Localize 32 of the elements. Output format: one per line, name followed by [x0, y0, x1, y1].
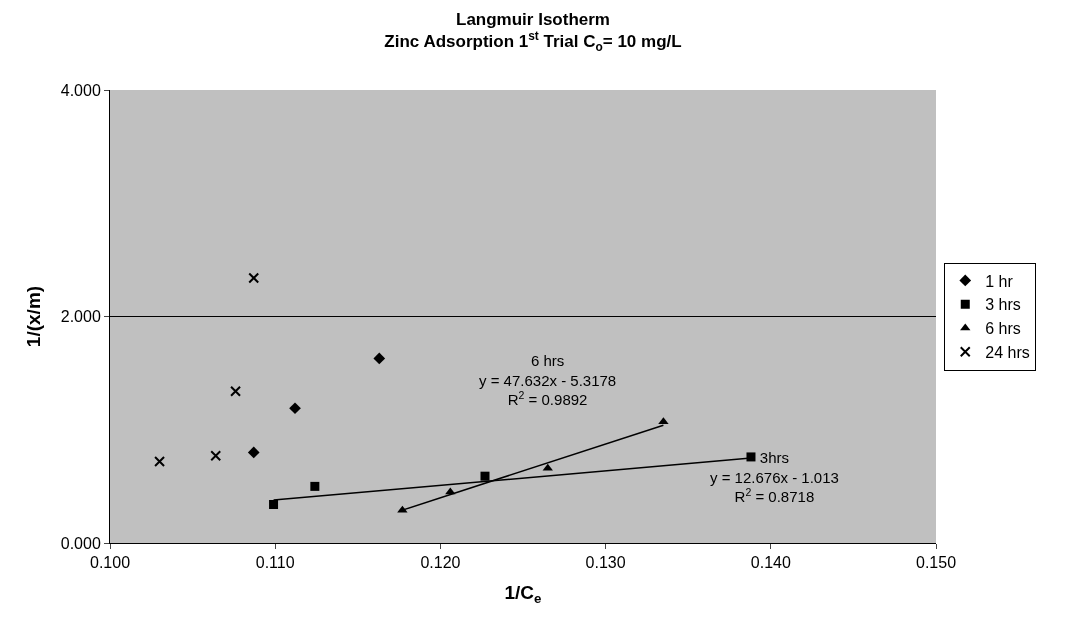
- point: [289, 402, 301, 415]
- x-tick-label: 0.120: [420, 554, 461, 572]
- point: [269, 500, 279, 509]
- x-tick-label: 0.130: [585, 554, 626, 572]
- point: [230, 385, 242, 397]
- x-tick-label: 0.100: [89, 554, 131, 572]
- point: [746, 452, 756, 462]
- y-tick-label: 0.000: [60, 534, 101, 552]
- y-tick-label: 4.000: [60, 81, 101, 99]
- point: [247, 446, 260, 459]
- point: [248, 272, 260, 284]
- x-tick-label: 0.110: [255, 554, 295, 572]
- x-tick-label: 0.140: [750, 554, 791, 572]
- annotation: 3hrs y = 12.676x - 1.013 R$^{2}$ = 0.8718: [710, 449, 839, 505]
- point: [210, 450, 222, 462]
- chart-title: Langmuir Isotherm: [456, 10, 610, 30]
- legend-label: 3 hrs: [985, 296, 1021, 314]
- point: [373, 352, 386, 365]
- y-tick-label: 2.000: [60, 308, 101, 326]
- x-axis-title: 1/C$_{e}$: [504, 582, 542, 606]
- annotation: 6 hrs y = 47.632x - 5.3178 R$^{2}$ = 0.9892: [479, 352, 617, 408]
- point: [154, 455, 166, 467]
- point: [480, 471, 490, 481]
- chart-subtitle: Zinc Adsorption 1$^{st}$ Trial C$_{o}$= 10 mg/L: [384, 29, 682, 54]
- point: [310, 481, 320, 491]
- point: [542, 463, 553, 471]
- legend-label: 24 hrs: [985, 344, 1030, 362]
- x-tick-label: 0.150: [915, 554, 957, 572]
- point: [658, 417, 669, 425]
- legend-label: 6 hrs: [985, 320, 1021, 338]
- legend-label: 1 hr: [985, 272, 1014, 290]
- y-axis-title: 1/(x/m): [22, 285, 44, 348]
